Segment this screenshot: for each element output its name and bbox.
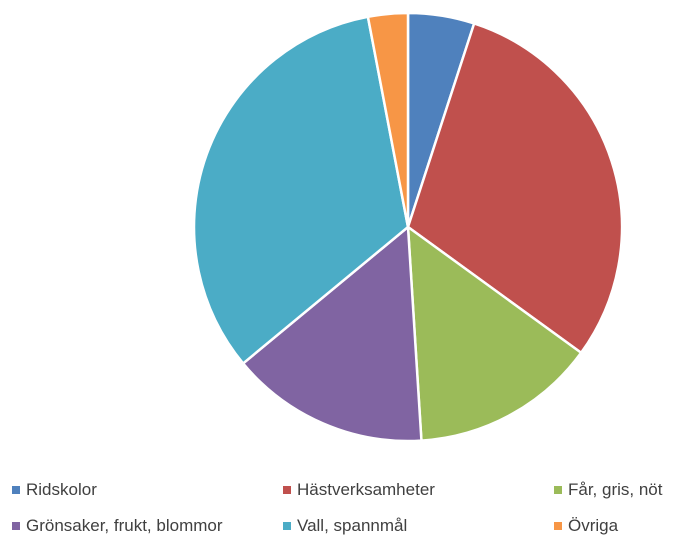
legend-swatch: [283, 486, 291, 494]
legend-label: Hästverksamheter: [297, 480, 435, 499]
pie-slice-hästverksamheter: [406, 22, 624, 355]
legend-label: Övriga: [568, 516, 619, 535]
legend-label: Grönsaker, frukt, blommor: [26, 516, 223, 535]
legend-item-vall-spannmal: Vall, spannmål: [283, 516, 407, 536]
legend-swatch: [554, 522, 562, 530]
legend-item-far-gris-not: Får, gris, nöt: [554, 480, 662, 500]
legend-swatch: [554, 486, 562, 494]
legend-item-ovriga: Övriga: [554, 516, 618, 536]
legend-label: Vall, spannmål: [297, 516, 408, 535]
pie-slice-får-gris-nöt: [406, 225, 583, 442]
legend-item-ridskolor: Ridskolor: [12, 480, 97, 500]
legend-swatch: [12, 522, 20, 530]
legend-item-hastverksamheter: Hästverksamheter: [283, 480, 435, 500]
legend-swatch: [283, 522, 291, 530]
legend-swatch: [12, 486, 20, 494]
legend: Ridskolor Hästverksamheter Får, gris, nö…: [0, 474, 685, 540]
pie-chart: [192, 11, 624, 443]
pie-slice-övriga: [366, 11, 410, 229]
legend-label: Ridskolor: [26, 480, 97, 499]
pie-slice-vall-spannmål: [192, 15, 410, 365]
legend-label: Får, gris, nöt: [568, 480, 663, 499]
legend-item-gronsaker: Grönsaker, frukt, blommor: [12, 516, 223, 536]
pie-slice-grönsaker-frukt-blommor: [241, 225, 423, 443]
